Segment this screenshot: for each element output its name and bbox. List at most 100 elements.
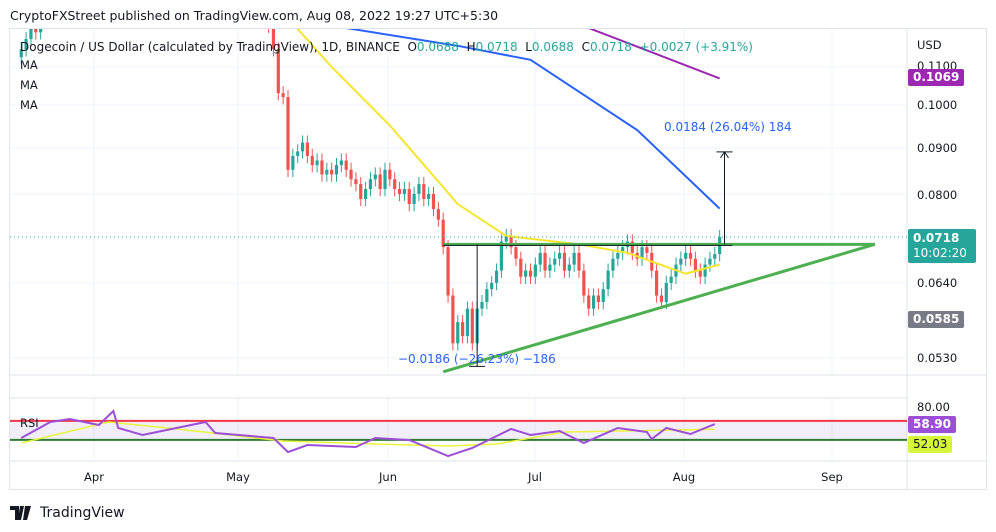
- candle-body: [606, 270, 610, 290]
- candle-body: [664, 282, 668, 303]
- candle-body: [616, 252, 620, 259]
- candle-body: [427, 193, 431, 199]
- candle-body: [422, 184, 426, 199]
- candle-body: [713, 254, 717, 259]
- candle-body: [582, 270, 586, 296]
- rsi-ma-value-tag: 52.03: [908, 436, 953, 453]
- candle-body: [558, 252, 562, 259]
- candle-body: [451, 295, 455, 344]
- tradingview-brand[interactable]: TradingView: [10, 505, 125, 521]
- rsi-line: [20, 409, 716, 458]
- low-value: 0.0688: [531, 40, 574, 54]
- support-price-tag: 0.0585: [908, 311, 965, 328]
- symbol-title[interactable]: Dogecoin / US Dollar (calculated by Trad…: [20, 40, 400, 54]
- candle-body: [461, 322, 465, 337]
- candle-body: [509, 235, 513, 248]
- candle-body: [286, 97, 290, 170]
- candle-body: [591, 295, 596, 309]
- candle-body: [34, 29, 38, 33]
- candle-body: [441, 219, 445, 248]
- candle-body: [688, 252, 693, 259]
- candle-body: [494, 270, 499, 283]
- candle-body: [402, 188, 406, 194]
- candle-body: [315, 160, 319, 166]
- ma-indicator-label[interactable]: MA: [20, 58, 38, 72]
- ma-indicator-label[interactable]: MA: [20, 78, 38, 92]
- candle-body: [519, 258, 523, 277]
- candle-body: [543, 252, 547, 271]
- candle-body: [39, 29, 43, 33]
- candle-body: [388, 169, 392, 180]
- ma100-line: [346, 29, 721, 210]
- measure-down-label: −0.0186 (−26.23%) −186: [398, 352, 556, 366]
- date-tick: May: [226, 470, 250, 484]
- candle-body: [630, 241, 634, 253]
- candle-body: [446, 247, 450, 296]
- candle-body: [611, 258, 615, 271]
- candle-body: [587, 295, 591, 309]
- open-value: 0.0688: [416, 40, 459, 54]
- candle-body: [49, 0, 52, 7]
- candle-body: [524, 270, 528, 277]
- last-price: 0.0718: [913, 231, 960, 245]
- price-tick: 0.0640: [917, 276, 958, 290]
- candle-body: [621, 247, 625, 253]
- close-value: 0.0718: [589, 40, 632, 54]
- candle-body: [645, 247, 649, 253]
- candle-body: [640, 247, 644, 259]
- candle-body: [577, 252, 581, 271]
- measure-up-label: 0.0184 (26.04%) 184: [664, 120, 792, 134]
- candle-body: [276, 49, 280, 94]
- candle-body: [655, 270, 659, 296]
- candle-body: [485, 289, 489, 303]
- bar-countdown: 10:02:20: [913, 246, 967, 260]
- change-value: +0.0027 (+3.91%): [639, 40, 753, 54]
- candle-body: [291, 155, 295, 170]
- candle-body: [572, 252, 576, 265]
- candle-body: [349, 169, 353, 180]
- price-tick: 0.0530: [917, 351, 958, 365]
- candle-body: [480, 302, 484, 309]
- candle-body: [504, 235, 508, 242]
- ma50-line: [296, 29, 720, 275]
- candle-body: [601, 289, 605, 303]
- candle-body: [708, 258, 712, 265]
- close-label: C: [581, 40, 590, 54]
- ma200-line: [588, 29, 721, 80]
- price-pane: [10, 0, 907, 374]
- candle-body: [383, 169, 387, 189]
- rsi-band: [10, 420, 907, 440]
- candle-body: [703, 264, 707, 277]
- rsi-value-tag: 58.90: [908, 416, 956, 433]
- candle-body: [465, 308, 470, 337]
- candle-body: [659, 295, 664, 303]
- high-value: 0.0718: [475, 40, 518, 54]
- candle-body: [305, 142, 309, 156]
- tradingview-logo-icon: [10, 506, 31, 520]
- candle-body: [538, 252, 542, 265]
- candle-body: [514, 247, 518, 259]
- candle-body: [310, 155, 314, 166]
- candle-body: [339, 160, 343, 166]
- candle-body: [669, 276, 673, 283]
- rsi-pane: [10, 409, 907, 458]
- candle-body: [528, 270, 533, 277]
- candle-body: [334, 165, 339, 175]
- price-tick: 0.1000: [917, 98, 958, 112]
- brand-name: TradingView: [40, 505, 125, 521]
- price-tick: 0.0900: [917, 141, 958, 155]
- candle-body: [417, 184, 421, 194]
- arrow-up-icon: [720, 150, 729, 159]
- ma-indicator-label[interactable]: MA: [20, 98, 38, 112]
- rsi-indicator-label[interactable]: RSI: [20, 416, 39, 430]
- candle-body: [344, 160, 348, 170]
- candle-body: [431, 193, 436, 210]
- candle-body: [281, 93, 285, 98]
- candle-body: [499, 241, 503, 271]
- candle-body: [596, 295, 600, 303]
- price-tick: 0.0800: [917, 188, 958, 202]
- candle-body: [24, 39, 28, 50]
- ma200-price-tag: 0.1069: [908, 69, 965, 86]
- rsi-ma-line: [21, 421, 715, 447]
